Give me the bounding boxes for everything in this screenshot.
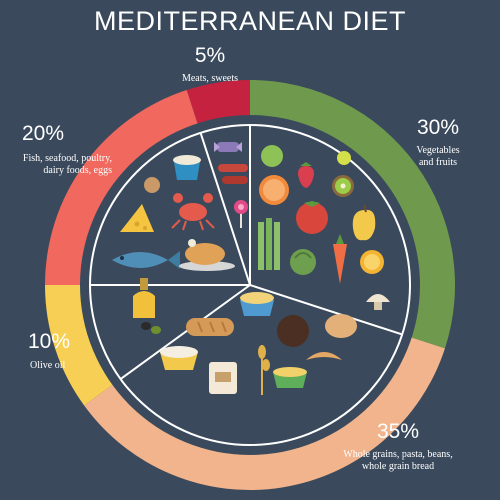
asparagus-icon [258,218,280,270]
veg-description-line1: Vegetables [416,145,460,156]
pear-icon [352,204,376,241]
grapefruit-icon [259,175,289,205]
bread-loaf-icon [186,318,234,336]
plate-divider-line [249,284,403,336]
plate-divider-line [119,284,251,380]
kiwi-icon [332,175,354,197]
roast-chicken-icon [179,239,235,271]
artichoke-icon [290,249,316,275]
carrot-icon [333,234,347,284]
sausage-icon [218,164,248,184]
flour-bag-icon [209,362,237,394]
veg-percent: 30% [416,116,460,139]
veg-description-line2: and fruits [418,157,458,168]
grains-description-line1: Whole grains, pasta, beans, [343,449,453,460]
plate-divider-line [199,132,251,286]
mushroom-icon [366,294,390,310]
fish-percent: 20% [22,122,65,145]
lime-icon [261,145,283,167]
lollipop-icon [234,200,248,228]
grains-percent: 35% [376,420,420,443]
oil-description: Olive oil [30,360,66,371]
porridge-bowl-icon [160,346,198,370]
fish-icon [112,251,180,269]
lemon-slice-icon [337,151,351,165]
meats-description: Meats, sweets [181,73,239,84]
crab-icon [171,193,215,231]
oil-percent: 10% [28,330,71,353]
croissant-icon [306,352,342,360]
orange-slice-icon [360,250,384,274]
plate-dividers [90,125,403,380]
grain-bowl-icon [273,367,307,388]
pasta-bowl-icon [240,292,274,316]
fish-description-line2: dairy foods, eggs [43,165,112,176]
chocolate-cake-icon [277,315,309,347]
yogurt-icon [173,155,201,180]
egg-icon [144,177,160,193]
candy-icon [214,142,242,152]
round-bread-icon [325,314,357,338]
olive-oil-bottle-icon [133,278,155,318]
olives-icon [141,322,161,334]
strawberry-icon [298,162,314,188]
wheat-icon [258,345,270,395]
grains-description-line2: whole grain bread [361,461,435,472]
tomato-icon [296,201,328,234]
fish-description-line1: Fish, seafood, poultry, [22,153,112,164]
cheese-icon [120,204,154,232]
page-title: MEDITERRANEAN DIET [93,6,407,36]
meats-percent: 5% [194,44,226,67]
